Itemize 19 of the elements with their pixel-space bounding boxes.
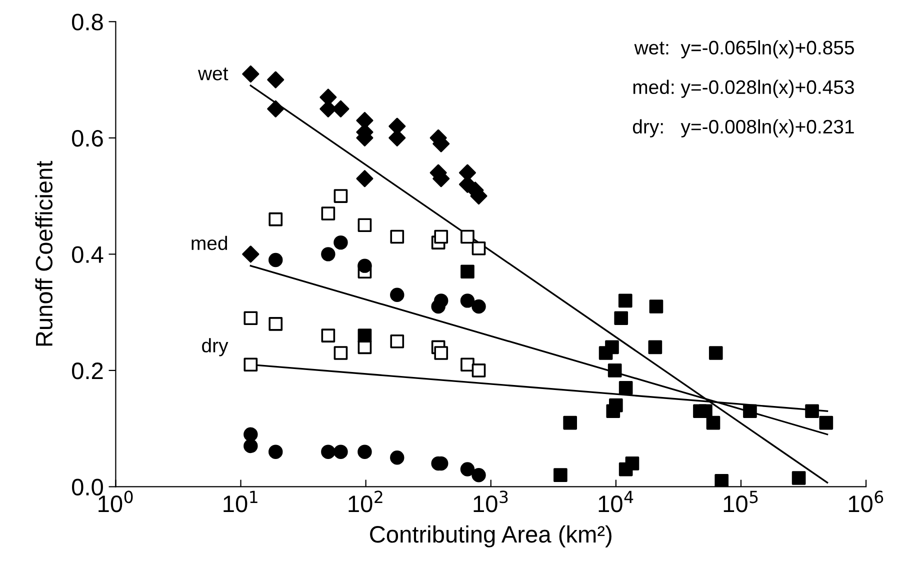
x-tick-label: 10$^{3}$ — [474, 490, 508, 512]
y-tick-label: 0.0 — [72, 478, 103, 496]
x-tick-label: 10$^{6}$ — [848, 490, 884, 512]
x-axis-title: Contributing Area (km²) — [370, 525, 612, 548]
annotation: med: y=-0.028ln(x)+0.453 — [633, 80, 854, 98]
x-tick-label: 10$^{2}$ — [348, 490, 382, 512]
y-axis-title: Runoff Coefficient — [35, 160, 53, 346]
annotation: dry: y=-0.008ln(x)+0.231 — [632, 119, 854, 138]
annotation: wet — [198, 68, 228, 80]
y-tick-label: 0.2 — [72, 362, 103, 380]
y-tick-label: 0.8 — [72, 14, 103, 30]
y-tick-label: 0.4 — [72, 246, 104, 263]
x-tick-label: 10$^{5}$ — [724, 490, 758, 512]
annotation: wet: y=-0.065ln(x)+0.855 — [634, 40, 854, 58]
annotation: dry — [202, 338, 228, 356]
annotation: med — [192, 236, 228, 250]
y-tick-label: 0.6 — [72, 130, 103, 147]
x-tick-label: 10$^{1}$ — [224, 490, 258, 512]
x-tick-label: 10$^{4}$ — [598, 490, 634, 512]
